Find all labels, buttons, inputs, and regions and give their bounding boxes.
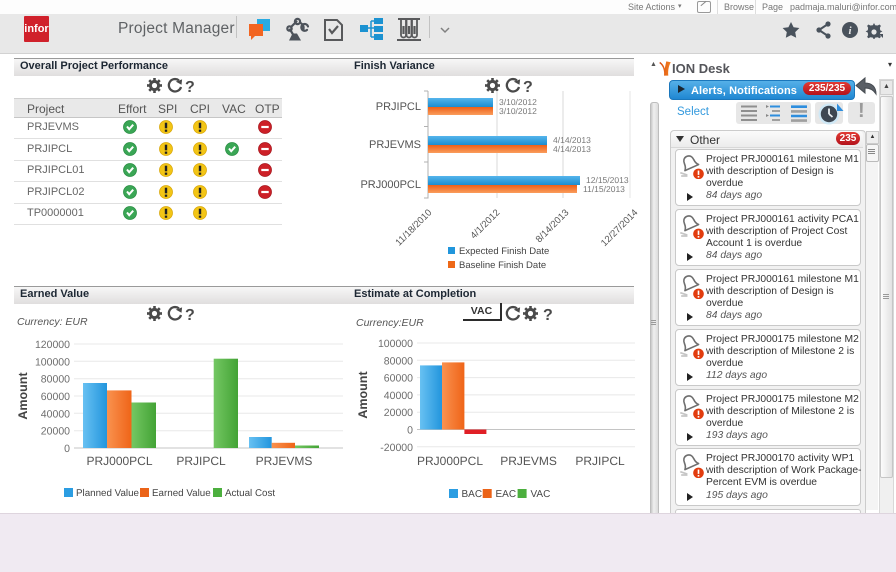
svg-text:PRJIPCL: PRJIPCL: [575, 454, 625, 468]
svg-text:80000: 80000: [384, 355, 413, 367]
svg-text:Amount: Amount: [356, 371, 370, 419]
svg-text:11/15/2013: 11/15/2013: [583, 184, 625, 194]
svg-text:-20000: -20000: [380, 442, 413, 454]
svg-text:11/18/2010: 11/18/2010: [393, 207, 434, 248]
svg-text:0: 0: [64, 443, 70, 455]
svg-text:12/27/2014: 12/27/2014: [599, 207, 640, 248]
svg-text:12/15/2013: 12/15/2013: [586, 175, 629, 185]
svg-text:PRJEVMS: PRJEVMS: [256, 454, 313, 468]
svg-text:60000: 60000: [384, 373, 413, 385]
svg-text:4/1/2012: 4/1/2012: [468, 207, 502, 241]
svg-text:PRJ000PCL: PRJ000PCL: [360, 179, 421, 191]
svg-text:3/10/2012: 3/10/2012: [499, 106, 537, 116]
svg-text:20000: 20000: [41, 426, 70, 438]
svg-text:?: ?: [185, 307, 195, 323]
svg-text:Planned Value: Planned Value: [76, 488, 140, 499]
svg-text:i: i: [848, 25, 852, 37]
svg-text:100000: 100000: [378, 338, 413, 350]
svg-text:20000: 20000: [384, 407, 413, 419]
svg-text:0: 0: [407, 425, 413, 437]
svg-text:PRJIPCL: PRJIPCL: [176, 454, 226, 468]
svg-text:80000: 80000: [41, 374, 70, 386]
svg-text:Expected Finish Date: Expected Finish Date: [459, 246, 549, 257]
svg-text:PRJ000PCL: PRJ000PCL: [86, 454, 152, 468]
svg-text:Earned Value: Earned Value: [152, 488, 211, 499]
svg-text:PRJIPCL: PRJIPCL: [376, 101, 421, 113]
svg-text:3/10/2012: 3/10/2012: [499, 97, 537, 107]
svg-text:8/14/2013: 8/14/2013: [534, 207, 572, 245]
svg-text:40000: 40000: [41, 408, 70, 420]
svg-text:VAC: VAC: [531, 489, 551, 500]
svg-text:PRJEVMS: PRJEVMS: [369, 139, 421, 151]
svg-text:Baseline Finish Date: Baseline Finish Date: [459, 260, 546, 271]
svg-text:BAC: BAC: [462, 489, 483, 500]
svg-text:60000: 60000: [41, 391, 70, 403]
svg-text:4/14/2013: 4/14/2013: [553, 135, 591, 145]
svg-text:?: ?: [543, 307, 553, 323]
svg-text:?: ?: [185, 79, 195, 95]
svg-text:120000: 120000: [35, 339, 70, 351]
svg-text:Amount: Amount: [16, 372, 30, 420]
svg-text:100000: 100000: [35, 356, 70, 368]
svg-text:EAC: EAC: [496, 489, 517, 500]
svg-text:Actual Cost: Actual Cost: [225, 488, 275, 499]
svg-text:4/14/2013: 4/14/2013: [553, 144, 591, 154]
svg-text:PRJEVMS: PRJEVMS: [500, 454, 557, 468]
svg-text:PRJ000PCL: PRJ000PCL: [417, 454, 483, 468]
svg-text:?: ?: [523, 79, 533, 95]
svg-text:40000: 40000: [384, 390, 413, 402]
